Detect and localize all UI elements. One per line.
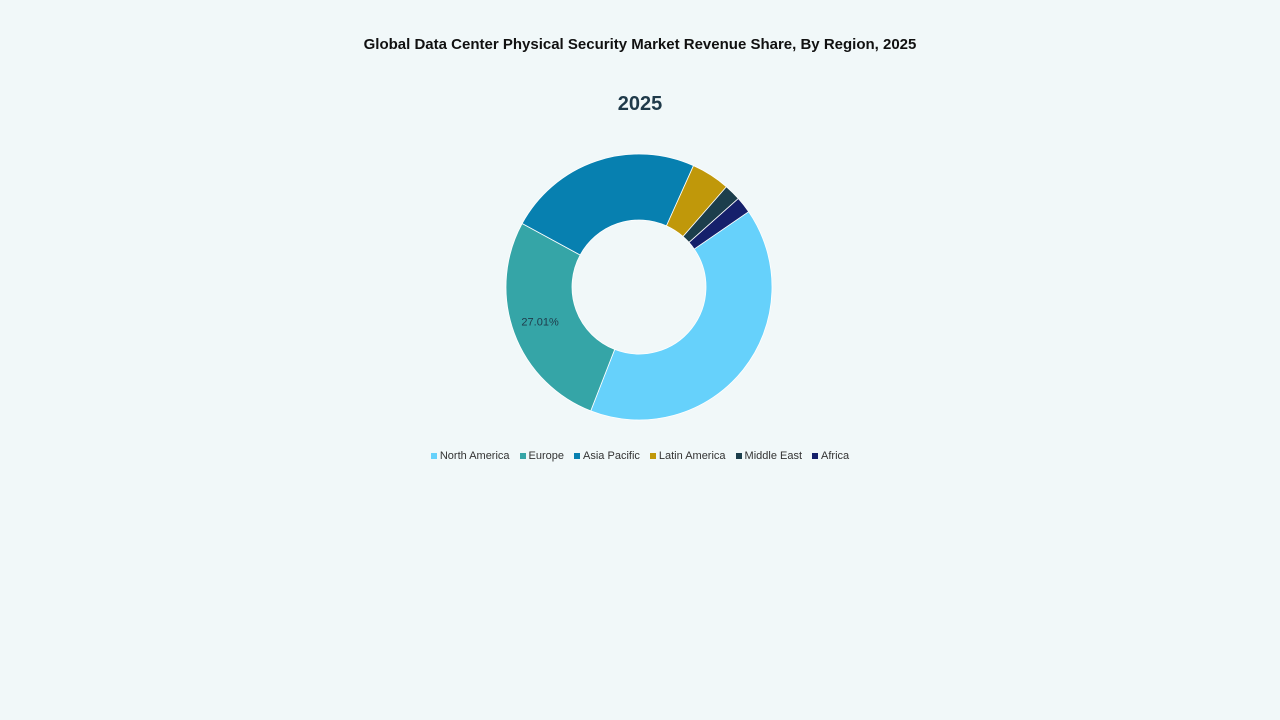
legend-label: Africa: [821, 450, 850, 462]
slice-africa[interactable]: [688, 197, 750, 250]
legend-label: Middle East: [744, 450, 803, 462]
legend-label: North America: [439, 450, 510, 462]
legend-item-latin-america[interactable]: Latin America: [649, 450, 726, 462]
legend-label: Latin America: [658, 450, 726, 462]
legend-swatch: [649, 453, 656, 459]
legend-label: Europe: [528, 450, 565, 462]
legend-swatch: [519, 453, 526, 459]
legend-swatch: [735, 453, 742, 459]
legend-swatch: [430, 453, 437, 459]
data-label: 27.01%: [521, 316, 559, 328]
legend-label: Asia Pacific: [583, 450, 640, 462]
legend-item-africa[interactable]: Africa: [812, 450, 849, 462]
legend-item-north-america[interactable]: North America: [430, 450, 510, 462]
legend-item-asia-pacific[interactable]: Asia Pacific: [574, 450, 640, 462]
legend-swatch: [574, 453, 581, 459]
chart-legend: North America Europe Asia Pacific Latin …: [0, 450, 1280, 462]
legend-swatch: [812, 453, 819, 459]
slice-north-america[interactable]: [590, 211, 773, 421]
chart-subtitle: 2025: [617, 93, 663, 115]
legend-item-europe[interactable]: Europe: [519, 450, 565, 462]
slice-europe[interactable]: [505, 222, 616, 412]
legend-item-middle-east[interactable]: Middle East: [735, 450, 803, 462]
slice-asia-pacific[interactable]: [521, 153, 695, 256]
chart-title: Global Data Center Physical Security Mar…: [363, 36, 917, 53]
